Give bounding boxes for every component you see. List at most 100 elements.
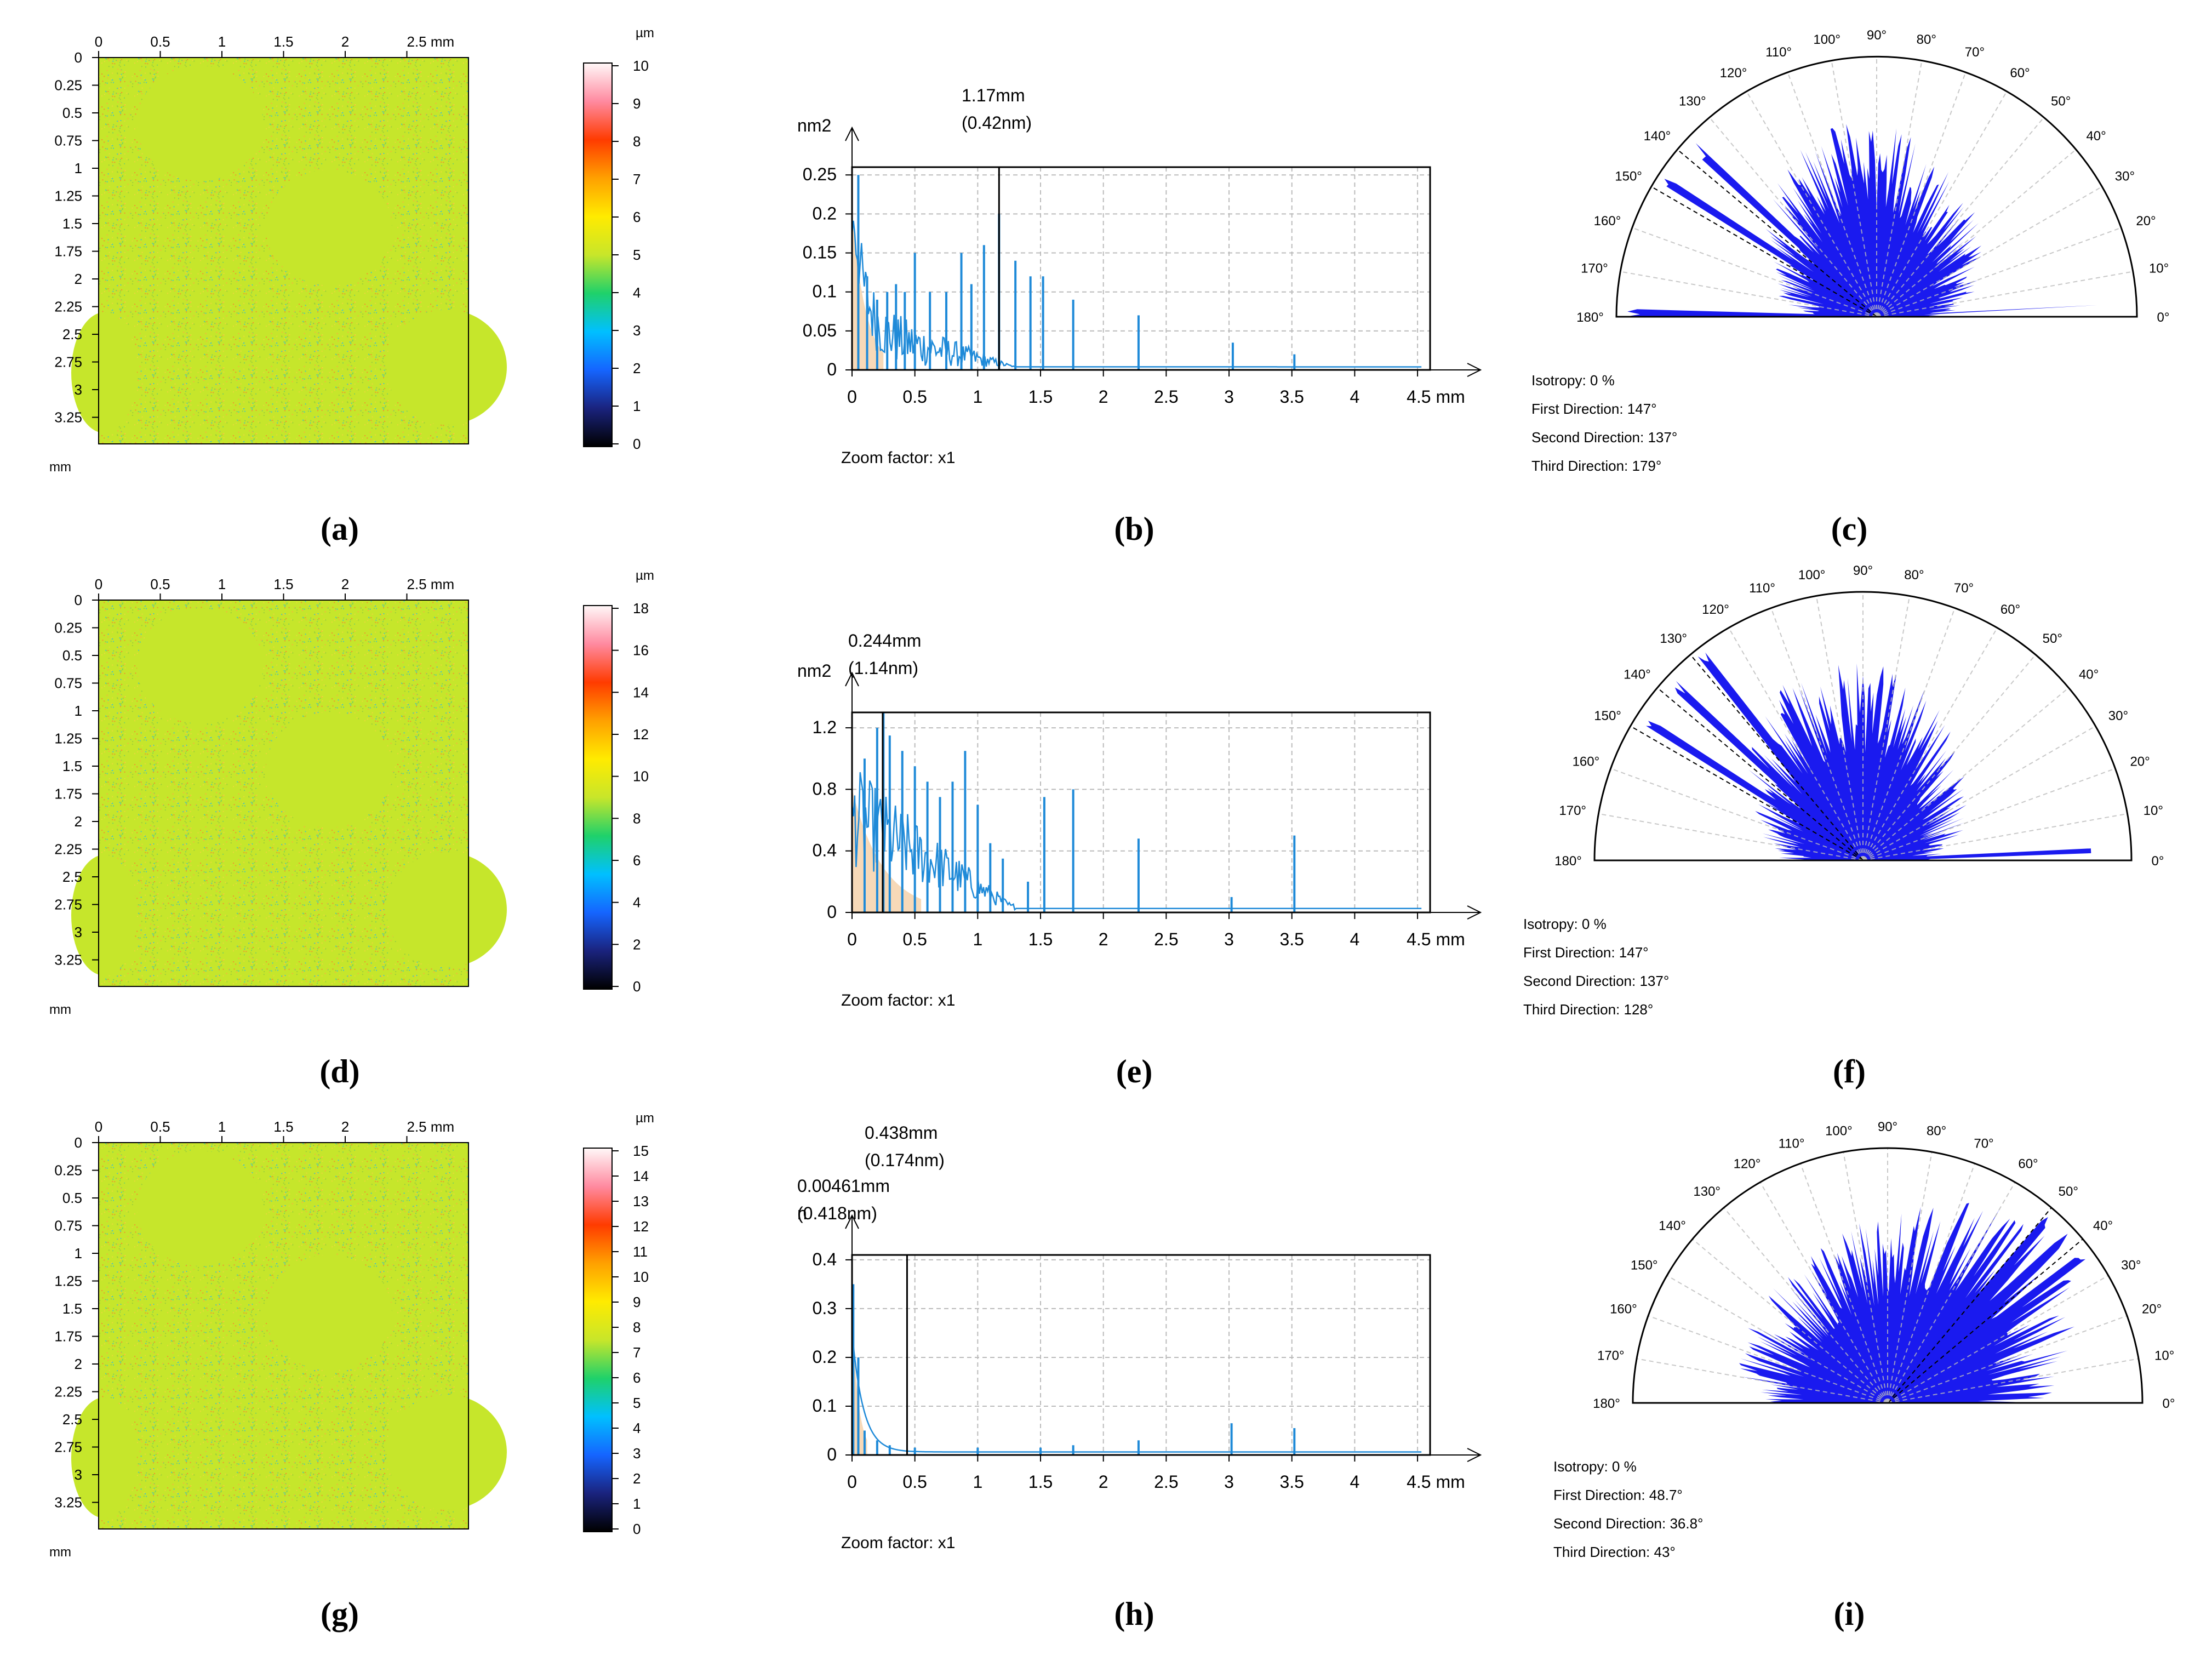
- polar-stat: Isotropy: 0 %: [1553, 1458, 1637, 1475]
- colorbar-tick-label: 10: [633, 768, 649, 785]
- colorbar-tick-label: 5: [633, 247, 641, 263]
- psd-y-tick-label: 0.15: [803, 243, 837, 262]
- polar-angle-label: 130°: [1679, 94, 1706, 109]
- x-tick-label: 0.5: [150, 576, 170, 592]
- polar-angle-label: 30°: [2108, 709, 2128, 723]
- psd-x-tick-label: 1.5: [1028, 929, 1053, 949]
- polar-angle-label: 180°: [1576, 310, 1604, 325]
- x-tick-label: 2.5 mm: [407, 33, 455, 50]
- psd-y-tick-label: 0: [827, 359, 837, 379]
- polar-grid-line: [1815, 596, 1864, 861]
- polar-grid-line: [1831, 60, 1877, 317]
- y-tick-label: 0: [75, 49, 82, 66]
- y-tick-label: 3: [75, 924, 82, 940]
- y-tick-label: 1.5: [62, 1300, 82, 1317]
- polar-grid-line: [1887, 1163, 1975, 1403]
- surface-pad: [266, 170, 392, 285]
- polar-angle-label: 90°: [1867, 28, 1887, 43]
- polar-grid-line: [1770, 608, 1864, 861]
- psd-x-tick-label: 2: [1099, 929, 1108, 949]
- polar-angle-label: 80°: [1917, 32, 1936, 47]
- colorbar-tick-label: 1: [633, 1496, 641, 1512]
- y-tick-label: 0: [75, 592, 82, 608]
- psd-y-tick-label: 0.1: [813, 282, 837, 301]
- polar-grid-line: [1862, 813, 2128, 861]
- polar-angle-label: 80°: [1904, 568, 1924, 583]
- y-tick-label: 2.25: [54, 1384, 82, 1400]
- polar-stat: Third Direction: 128°: [1523, 1001, 1653, 1018]
- x-tick-label: 1: [218, 1118, 226, 1135]
- polar-stat: Third Direction: 179°: [1531, 458, 1661, 474]
- polar-grid-line: [1692, 1239, 1888, 1403]
- psd-x-tick-label: 3.5: [1279, 1472, 1304, 1492]
- y-tick-label: 0.75: [54, 133, 82, 149]
- y-tick-label: 0.5: [62, 1190, 82, 1206]
- y-tick-label: 3.25: [54, 1494, 82, 1511]
- y-tick-label: 2.75: [54, 897, 82, 913]
- psd-x-tick-label: 1: [973, 1472, 982, 1492]
- polar-stat: First Direction: 48.7°: [1553, 1487, 1683, 1503]
- psd-x-tick-label: 1: [973, 929, 982, 949]
- colorbar-tick-label: 14: [633, 684, 649, 700]
- y-tick-label: 0: [75, 1134, 82, 1151]
- psd-x-tick-label: 0.5: [902, 929, 927, 949]
- psd-y-tick-label: 0: [827, 902, 837, 922]
- polar-stat: Second Direction: 137°: [1523, 973, 1669, 989]
- colorbar-tick-label: 8: [633, 810, 641, 826]
- psd-marker-value: 1.17mm: [962, 85, 1025, 105]
- psd-x-tick-label: 4: [1350, 387, 1359, 407]
- psd-x-tick-label: 3: [1224, 387, 1234, 407]
- y-unit-label: mm: [49, 460, 71, 475]
- polar-grid-line: [1843, 1151, 1888, 1403]
- polar-distribution: [1739, 1203, 2085, 1403]
- polar-grid-line: [1651, 186, 1877, 317]
- polar-angle-label: 150°: [1615, 169, 1642, 184]
- psd-x-tick-label: 0: [847, 929, 857, 949]
- polar-grid-line: [1876, 149, 2077, 317]
- x-tick-label: 0.5: [150, 33, 170, 50]
- psd-x-tick-label: 2.5: [1154, 929, 1178, 949]
- polar-distribution: [1625, 124, 2098, 317]
- psd-y-tick-label: 0: [827, 1445, 837, 1464]
- colorbar-tick-label: 14: [633, 1168, 649, 1184]
- polar-angle-label: 50°: [2043, 631, 2062, 646]
- colorbar-tick-label: 5: [633, 1395, 641, 1411]
- polar-angle-label: 110°: [1779, 1137, 1805, 1151]
- psd-x-tick-label: 2: [1099, 1472, 1108, 1492]
- surface-pad: [386, 852, 507, 967]
- polar-grid-line: [1656, 687, 1864, 861]
- polar-angle-label: 10°: [2144, 803, 2163, 818]
- polar-grid-line: [1800, 1163, 1888, 1403]
- polar-angle-label: 160°: [1573, 755, 1600, 769]
- polar-angle-label: 70°: [1965, 45, 1985, 60]
- colorbar-tick-label: 8: [633, 1319, 641, 1336]
- height-map-panel: 0 0.5 1 1.5 2 2.5 mm 0 0.25 0.5 0.75 1 1.25 1.5 1.75 2…: [49, 26, 654, 547]
- polar-grid-line: [1862, 687, 2070, 861]
- height-map-panel: 0 0.5 1 1.5 2 2.5 mm 0 0.25 0.5 0.75 1 1.25 1.5 1.75 2…: [49, 1111, 654, 1632]
- psd-y-tick-label: 0.25: [803, 164, 837, 184]
- y-axis-arrow: [845, 671, 859, 687]
- colorbar: [583, 62, 613, 447]
- polar-panel: 0° 10° 20° 30° 40° 50° 60° 70° 80° 90° 100° 110° 120…: [1523, 563, 2164, 1089]
- psd-x-tick-label: 3.5: [1279, 387, 1304, 407]
- psd-curve: [851, 1335, 1422, 1453]
- panel-label: (b): [1114, 511, 1154, 547]
- psd-marker-value: 0.438mm: [865, 1123, 938, 1143]
- y-tick-label: 3.25: [54, 409, 82, 426]
- colorbar-tick-label: 3: [633, 322, 641, 339]
- polar-angle-label: 90°: [1853, 563, 1873, 578]
- polar-angle-label: 60°: [2010, 66, 2030, 81]
- psd-curve: [851, 220, 1422, 368]
- colorbar-tick-label: 0: [633, 978, 641, 995]
- psd-frame: [851, 166, 1431, 371]
- psd-x-tick-label: 4.5 mm: [1407, 929, 1465, 949]
- psd-zoom-factor: Zoom factor: x1: [841, 1534, 955, 1552]
- y-tick-label: 2.75: [54, 1439, 82, 1456]
- psd-filled-area: [852, 214, 884, 370]
- psd-zoom-factor: Zoom factor: x1: [841, 449, 955, 467]
- psd-marker-value: 0.244mm: [848, 631, 921, 650]
- surface-pad: [137, 608, 263, 723]
- polar-grid-line: [1862, 654, 2036, 861]
- polar-grid-line: [1728, 627, 1864, 861]
